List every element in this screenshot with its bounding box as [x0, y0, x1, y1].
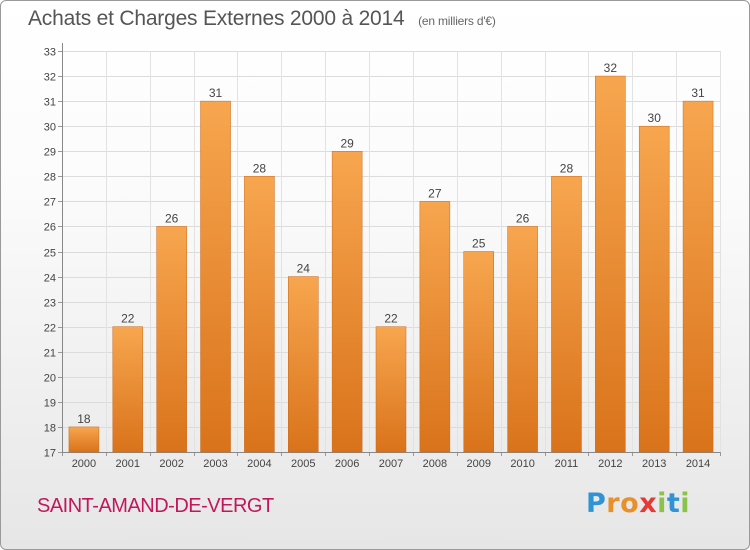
value-label: 31: [209, 86, 223, 100]
bar-2006: [331, 151, 363, 453]
y-tick-label: 26: [44, 222, 56, 234]
value-label: 28: [253, 161, 267, 175]
logo-letter: r: [606, 488, 621, 519]
bar-2009: [463, 251, 494, 453]
proxiti-logo: Proxiti: [586, 488, 690, 519]
value-label: 25: [472, 237, 486, 251]
x-tick-label: 2010: [510, 458, 534, 470]
x-tick-label: 2007: [379, 458, 403, 470]
y-tick-label: 18: [44, 423, 56, 435]
x-tick-label: 2012: [598, 458, 622, 470]
bar-2002: [156, 226, 187, 453]
value-label: 26: [165, 211, 179, 225]
y-tick-label: 20: [44, 373, 56, 385]
value-label: 26: [516, 211, 530, 225]
bar-2004: [244, 176, 275, 453]
chart-title-row: Achats et Charges Externes 2000 à 2014 (…: [28, 7, 496, 31]
bars: [68, 75, 714, 453]
x-tick-label: 2008: [423, 458, 447, 470]
x-tick-label: 2005: [291, 458, 315, 470]
value-label: 24: [297, 262, 311, 276]
y-tick-label: 32: [44, 72, 56, 84]
y-tick-label: 24: [44, 273, 56, 285]
logo-letter: t: [666, 488, 681, 519]
bar-2001: [112, 326, 144, 453]
value-label: 22: [121, 312, 135, 326]
bar-2010: [507, 226, 538, 453]
y-tick-label: 33: [44, 47, 56, 59]
logo-letter: P: [586, 488, 607, 519]
y-tick-label: 23: [44, 298, 56, 310]
x-tick-label: 2002: [159, 458, 183, 470]
x-tick-label: 2014: [686, 458, 710, 470]
value-label: 29: [340, 136, 354, 150]
logo-letter: o: [620, 488, 640, 519]
x-tick-label: 2001: [116, 458, 140, 470]
labels: 17 18 19 20 21 22 23 24 25 26 27 28 29 30 31 32 33 18 2000…: [44, 47, 711, 471]
y-tick-label: 19: [44, 398, 56, 410]
axes: [58, 43, 721, 456]
bar-2012: [595, 75, 626, 453]
bar-2008: [419, 201, 451, 453]
y-tick-label: 27: [44, 197, 56, 209]
y-tick-label: 22: [44, 323, 56, 335]
x-tick-label: 2000: [72, 458, 96, 470]
y-tick-label: 30: [44, 122, 56, 134]
value-label: 18: [77, 412, 91, 426]
x-tick-label: 2003: [203, 458, 227, 470]
value-label: 27: [428, 186, 442, 200]
y-tick-label: 29: [44, 147, 56, 159]
value-label: 30: [648, 111, 662, 125]
logo-letter: i: [680, 488, 691, 519]
bar-2011: [551, 176, 582, 453]
x-tick-label: 2009: [466, 458, 490, 470]
y-tick-label: 17: [44, 448, 56, 460]
y-tick-label: 21: [44, 348, 56, 360]
value-label: 28: [560, 161, 574, 175]
bar-2013: [638, 125, 670, 453]
x-tick-label: 2013: [642, 458, 666, 470]
y-tick-label: 31: [44, 97, 56, 109]
x-tick-label: 2004: [247, 458, 271, 470]
x-tick-label: 2011: [555, 458, 579, 470]
location-name: SAINT-AMAND-DE-VERGT: [37, 495, 274, 517]
value-label: 32: [604, 61, 618, 75]
y-tick-label: 25: [44, 248, 56, 260]
logo-letter: i: [657, 488, 667, 519]
bar-2005: [288, 276, 319, 453]
value-label: 31: [691, 86, 705, 100]
chart-title: Achats et Charges Externes 2000 à 2014: [28, 7, 405, 30]
logo-letter: x: [639, 488, 658, 519]
x-tick-label: 2006: [335, 458, 359, 470]
bar-2014: [682, 100, 714, 453]
value-label: 22: [384, 312, 398, 326]
chart-subtitle: (en milliers d'€): [418, 14, 496, 28]
bar-2003: [200, 100, 231, 453]
bar-2007: [375, 326, 407, 453]
bar-2000: [68, 426, 100, 453]
y-tick-label: 28: [44, 172, 56, 184]
